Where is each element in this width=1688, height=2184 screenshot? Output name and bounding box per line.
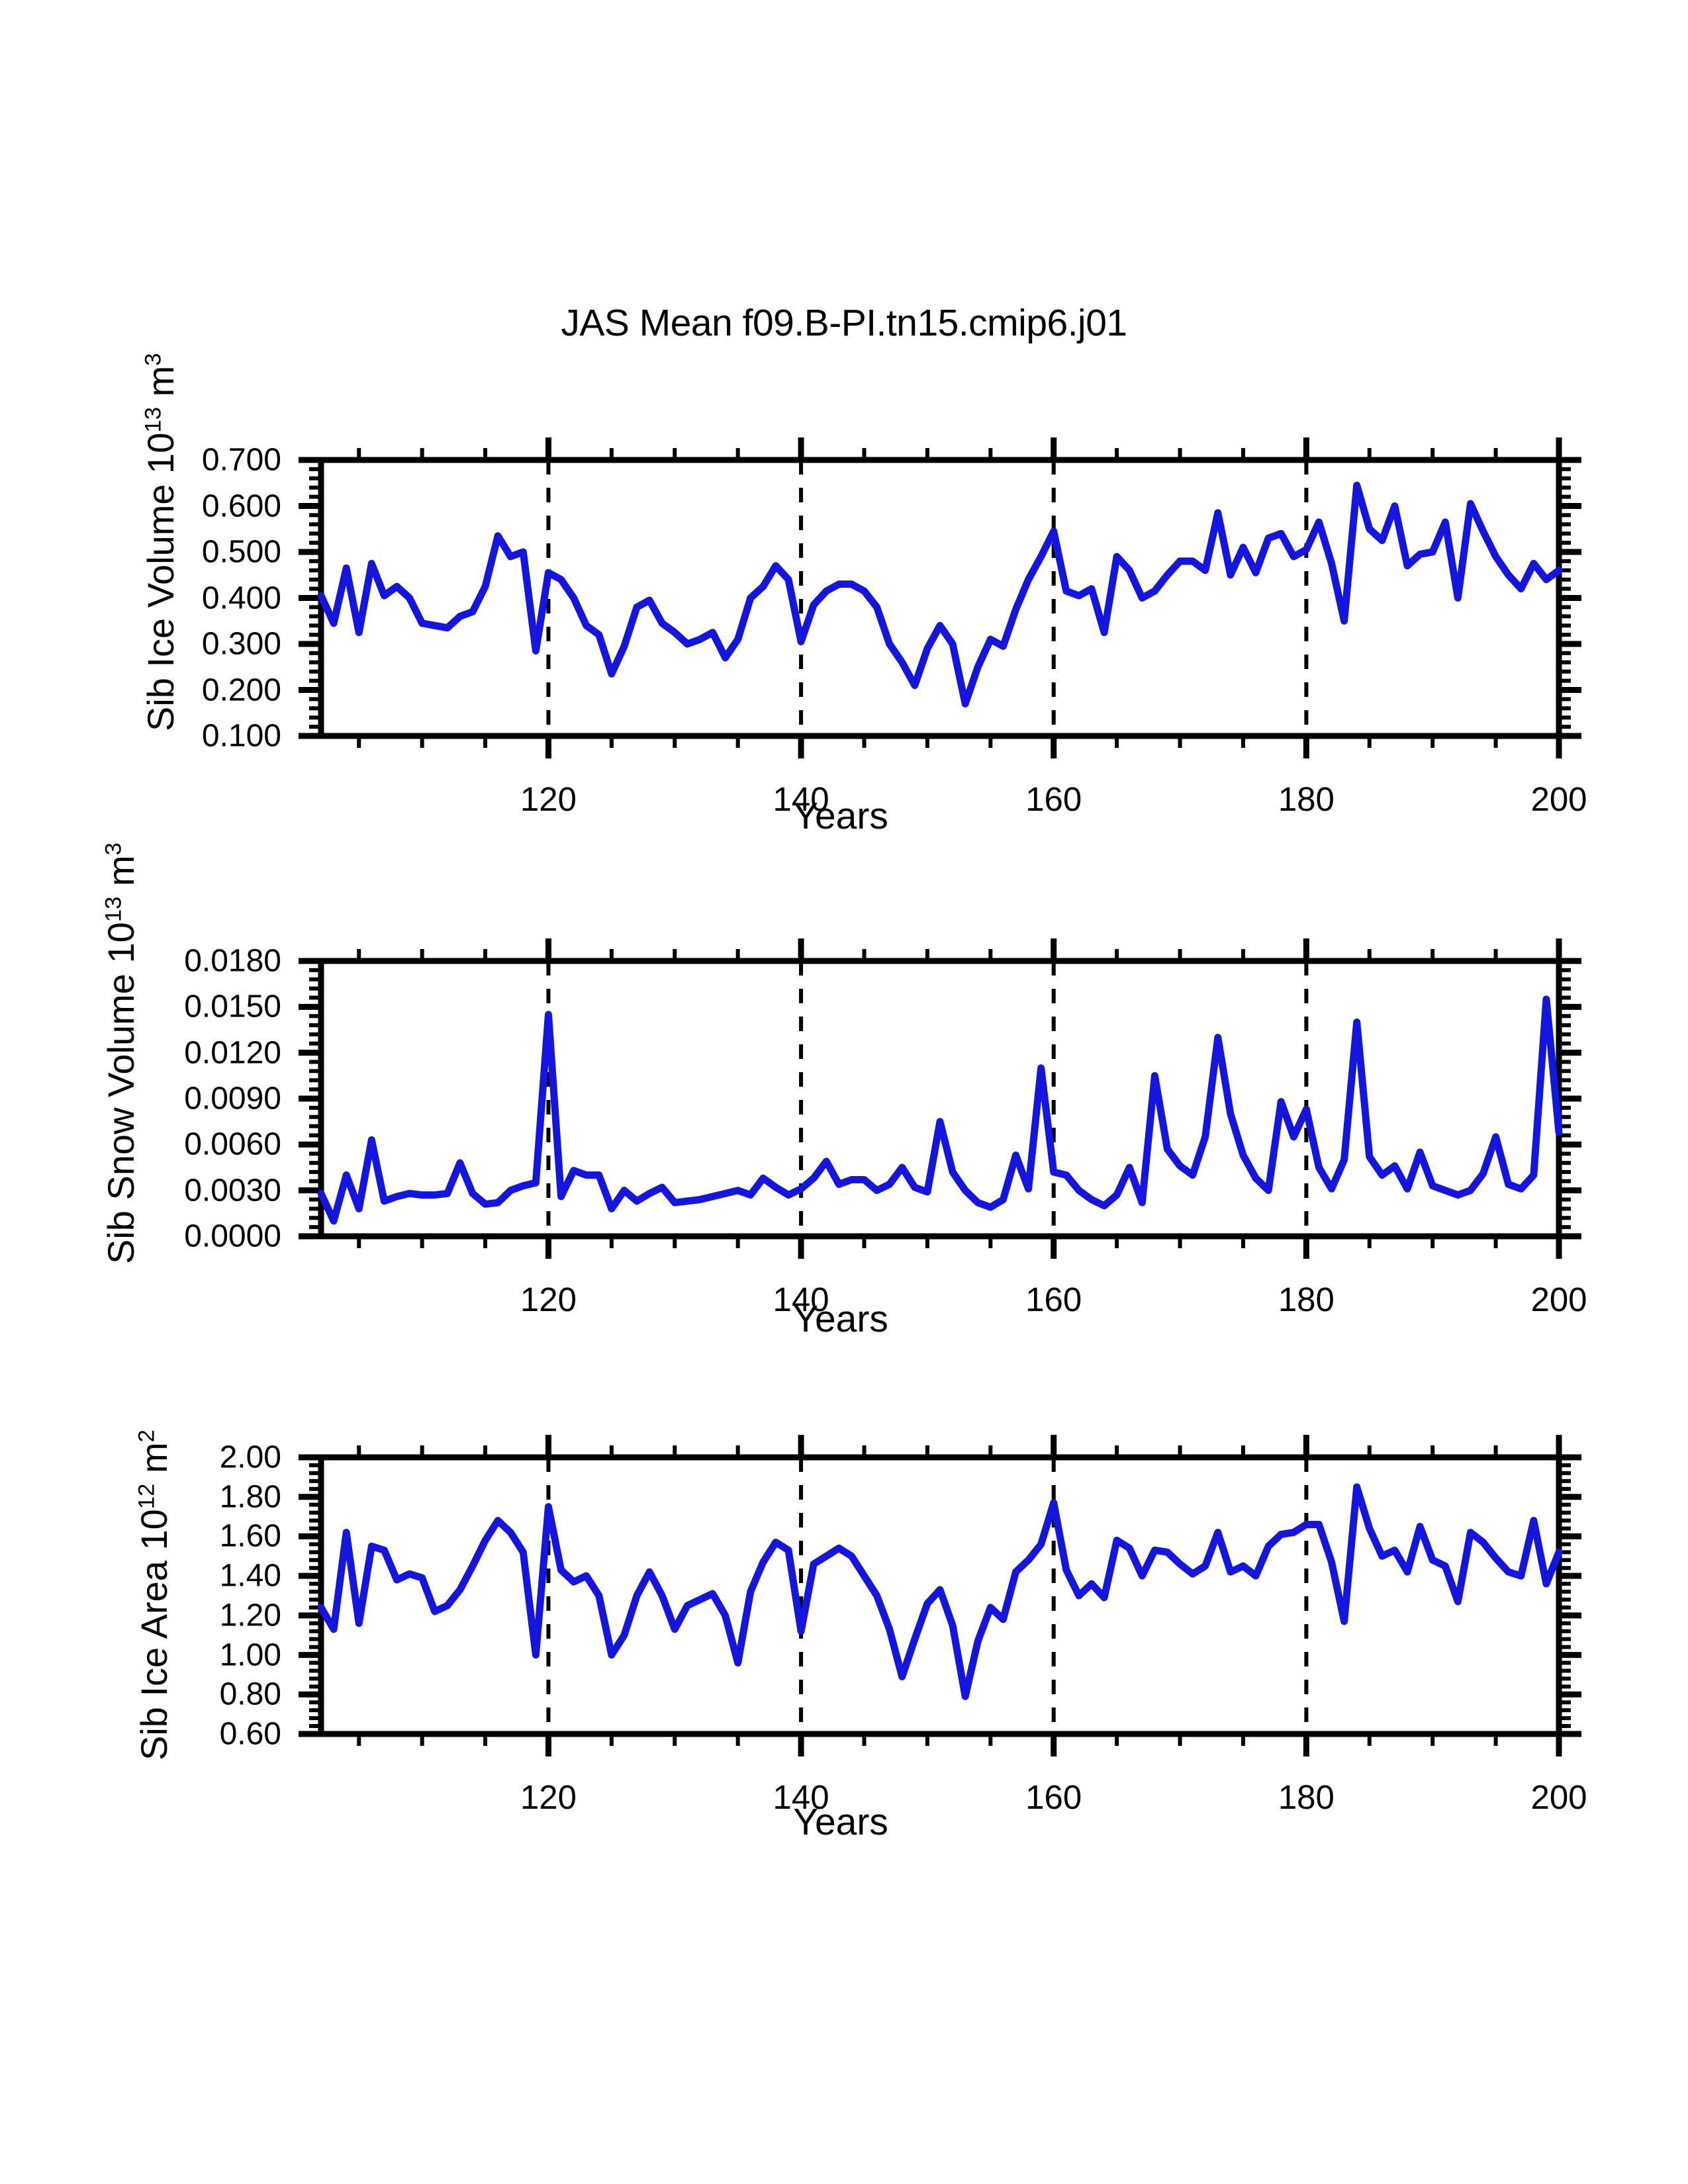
- x-tick-label: 180: [1278, 1778, 1335, 1816]
- y-tick-label: 0.300: [201, 626, 281, 662]
- page-title: JAS Mean f09.B-PI.tn15.cmip6.j01: [561, 302, 1127, 344]
- y-tick-label: 0.0120: [184, 1035, 281, 1071]
- x-tick-label: 140: [773, 780, 829, 818]
- y-tick-label: 0.400: [201, 580, 281, 615]
- x-tick-label: 160: [1025, 780, 1082, 818]
- x-tick-label: 140: [773, 1778, 829, 1816]
- x-tick-label: 120: [520, 1281, 577, 1318]
- y-tick-label: 0.200: [201, 672, 281, 707]
- x-tick-label: 200: [1530, 1281, 1587, 1318]
- y-tick-label: 0.500: [201, 534, 281, 570]
- plot-frame: [318, 1454, 1562, 1737]
- plot-frame: [318, 457, 1562, 739]
- data-series-line: [317, 995, 1563, 1225]
- y-tick-label: 0.0180: [184, 943, 281, 979]
- x-tick-label: 200: [1530, 1778, 1587, 1816]
- data-series-line: [317, 1483, 1563, 1700]
- panel-1-x-axis-label: Years: [793, 795, 888, 837]
- x-tick-label: 120: [520, 1778, 577, 1816]
- panel-1-plot-svg: [299, 437, 1581, 758]
- panel-sib-ice-volume: Sib Ice Volume 1013 m3 Years 0.700 0.600 0…: [0, 0, 1688, 860]
- y-tick-label: 0.100: [201, 718, 281, 754]
- y-tick-label: 0.0030: [184, 1173, 281, 1208]
- x-tick-label: 160: [1025, 1778, 1082, 1816]
- y-tick-label: 0.700: [201, 442, 281, 478]
- y-tick-label: 1.40: [219, 1558, 281, 1594]
- y-tick-label: 0.60: [219, 1716, 281, 1752]
- y-tick-label: 1.00: [219, 1637, 281, 1673]
- y-tick-label: 0.0090: [184, 1081, 281, 1116]
- x-tick-label: 140: [773, 1281, 829, 1318]
- y-tick-label: 2.00: [219, 1439, 281, 1475]
- panel-2-plot-svg: [299, 938, 1581, 1259]
- data-series-line: [317, 481, 1563, 707]
- x-tick-label: 120: [520, 780, 577, 818]
- y-tick-label: 0.0000: [184, 1218, 281, 1254]
- x-tick-label: 180: [1278, 780, 1335, 818]
- y-tick-label: 0.0060: [184, 1126, 281, 1162]
- x-tick-label: 180: [1278, 1281, 1335, 1318]
- y-tick-label: 1.80: [219, 1479, 281, 1515]
- x-tick-label: 200: [1530, 780, 1587, 818]
- panel-sib-ice-area: Sib Ice Area 1012 m2 Years 2.00 1.80 1.60 1…: [0, 1363, 1688, 1893]
- panel-3-x-axis-label: Years: [793, 1801, 888, 1843]
- y-tick-label: 0.80: [219, 1676, 281, 1712]
- y-tick-label: 1.60: [219, 1518, 281, 1554]
- y-tick-label: 0.0150: [184, 989, 281, 1024]
- panel-2-x-axis-label: Years: [793, 1298, 888, 1340]
- x-tick-label: 160: [1025, 1281, 1082, 1318]
- y-tick-label: 1.20: [219, 1598, 281, 1633]
- panel-3-plot-svg: [299, 1435, 1581, 1756]
- y-tick-label: 0.600: [201, 488, 281, 523]
- panel-sib-snow-volume: Sib Snow Volume 1013 m3 Years 0.0180 0.01…: [0, 842, 1688, 1363]
